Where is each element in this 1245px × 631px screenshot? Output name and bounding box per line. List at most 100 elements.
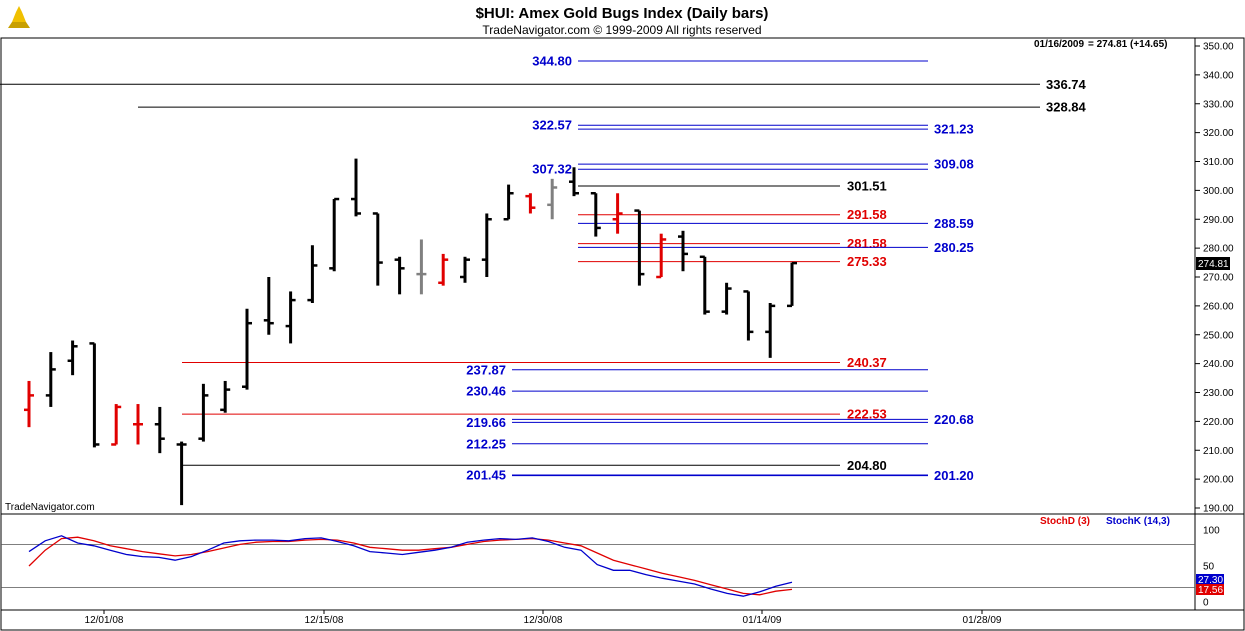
date-axis [0,609,1245,631]
price-tick-label: 310.00 [1203,157,1234,168]
level-label: 307.32 [532,162,572,177]
ohlc-bar [699,255,710,315]
date-axis-ticks: 12/01/08 12/15/08 12/30/08 01/14/09 01/28/09 [85,610,1002,626]
logo-icon [4,4,34,34]
level-label: 328.84 [1046,100,1087,115]
level-label: 222.53 [847,407,887,422]
price-tick-label: 220.00 [1203,417,1234,428]
readout-date: 01/16/2009 [1034,39,1084,50]
level-label: 321.23 [934,122,974,137]
ohlc-bar [372,212,383,286]
level-label: 212.25 [466,436,506,451]
stoch-last-label: 17.56 [1198,585,1223,596]
level-label: 275.33 [847,254,887,269]
price-tick-label: 330.00 [1203,99,1234,110]
ohlc-bar [329,197,340,272]
ohlc-bar [460,256,470,283]
price-tick-label: 270.00 [1203,273,1234,284]
ohlc-bar [590,192,601,237]
ohlc-bar [743,290,754,341]
level-label: 201.20 [934,468,974,483]
level-label: 230.46 [466,384,506,399]
last-price-tag: 274.81 [1196,257,1230,270]
level-label: 344.80 [532,54,572,69]
stoch-panel [0,513,1196,611]
chart-title: $HUI: Amex Gold Bugs Index (Daily bars) [476,5,769,22]
price-axis [1194,37,1245,515]
level-label: 281.58 [847,236,887,251]
ohlc-bar [242,308,252,390]
ohlc-bar [481,213,492,277]
price-tick-label: 340.00 [1203,70,1234,81]
level-label: 240.37 [847,355,887,370]
price-tick-label: 260.00 [1203,301,1234,312]
price-tick-label: 280.00 [1203,244,1234,255]
date-tick-label: 12/01/08 [85,615,124,626]
stoch-last-label: 27.30 [1198,575,1223,586]
level-label: 201.45 [466,467,506,482]
date-tick-label: 12/30/08 [524,615,563,626]
ohlc-bar [220,380,231,413]
ohlc-bar [133,404,143,445]
ohlc-bar [67,340,78,376]
price-axis-ticks: 350.00 340.00 330.00 320.00 310.00 300.00 290.… [1195,42,1234,515]
level-label: 237.87 [466,362,506,377]
stoch-series-line [28,536,793,596]
legend-stochd: StochD (3) [1040,516,1090,527]
stoch-tick-label: 0 [1203,598,1209,609]
price-tick-label: 300.00 [1203,186,1234,197]
level-label: 219.66 [466,415,506,430]
ohlc-bar [176,441,187,506]
ohlc-bar [721,282,732,315]
ohlc-bar [285,291,296,344]
chart-subtitle: TradeNavigator.com © 1999-2009 All right… [482,23,761,37]
ohlc-bar [634,209,645,286]
ohlc-bar [394,256,405,295]
readout-value: = 274.81 (+14.65) [1088,39,1168,50]
stoch-last-tag [1196,574,1224,585]
ohlc-bar [307,245,318,303]
levels-layer: 344.80 336.74 328.84 322.57 321.23 309.08 307.… [0,54,1087,483]
level-label: 309.08 [934,157,974,172]
date-tick-label: 12/15/08 [305,615,344,626]
date-tick-label: 01/28/09 [963,615,1002,626]
ohlc-bar [45,352,56,407]
stoch-last-tag [1196,584,1224,595]
stoch-tick-label: 100 [1203,526,1220,537]
ohlc-bar [787,261,797,308]
price-tick-label: 250.00 [1203,330,1234,341]
ohlc-bar [656,233,667,279]
ohlc-bar [154,406,165,454]
price-tick-label: 290.00 [1203,215,1234,226]
price-tick-label: 210.00 [1203,446,1234,457]
ohlc-bar [525,193,536,214]
ohlc-bar [569,167,579,197]
level-label: 336.74 [1046,77,1087,92]
price-tick-label: 240.00 [1203,359,1234,370]
ohlc-bar [678,230,688,272]
ohlc-bar [612,193,623,234]
level-label: 220.68 [934,412,974,427]
price-tick-label: 230.00 [1203,388,1234,399]
level-label: 204.80 [847,458,887,473]
level-label: 280.25 [934,240,974,255]
level-label: 301.51 [847,179,887,194]
ohlc-bar [263,277,274,335]
ohlc-bar [111,404,122,446]
price-panel [0,37,1196,515]
ohlc-bar [24,380,34,428]
price-tick-label: 190.00 [1203,504,1234,515]
price-tick-label: 320.00 [1203,128,1234,139]
ohlc-bar [89,342,100,448]
ohlc-bar [547,178,558,220]
ohlc-bar [765,302,776,358]
level-label: 288.59 [934,216,974,231]
legend-stochk: StochK (14,3) [1106,516,1170,527]
last-price-label: 274.81 [1198,259,1229,270]
watermark: TradeNavigator.com [5,502,95,513]
ohlc-bar [416,239,427,295]
stoch-series-line [28,535,793,597]
bars-layer [24,158,797,506]
